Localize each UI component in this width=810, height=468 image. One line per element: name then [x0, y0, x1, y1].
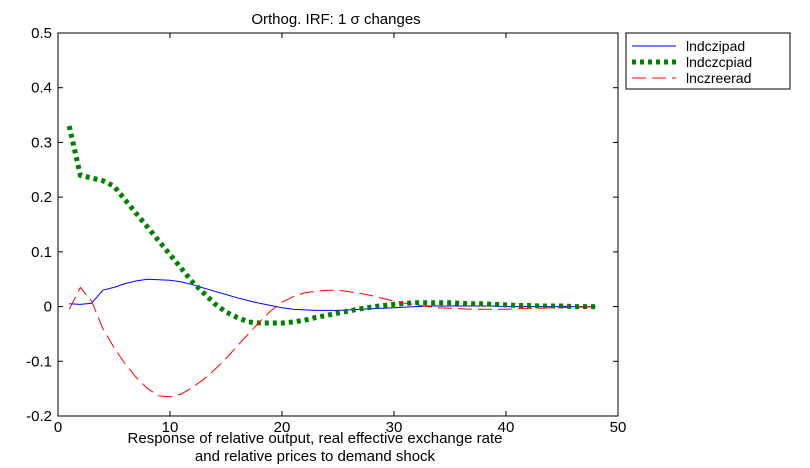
chart-title: Orthog. IRF: 1 σ changes: [251, 11, 420, 28]
y-tick-label: -0.2: [26, 408, 52, 425]
chart-caption-line-1: Response of relative output, real effect…: [128, 430, 503, 447]
x-tick-label: 20: [274, 419, 291, 436]
plot-area: [57, 32, 619, 417]
y-tick-label: -0.1: [26, 353, 52, 370]
series-lines: [66, 125, 596, 398]
legend-label-lndczcpiad: lndczcpiad: [686, 54, 752, 70]
legend-box: [625, 32, 791, 90]
series-line-lnczreerad: [68, 286, 596, 398]
series-line-lndczipad: [69, 278, 596, 311]
y-tick-label: 0.2: [31, 189, 52, 206]
x-tick-label: 10: [162, 419, 179, 436]
legend-label-lnczreerad: lnczreerad: [686, 70, 751, 86]
x-tick-label: 0: [54, 419, 62, 436]
y-tick-label: 0.5: [31, 25, 52, 42]
x-tick-label: 40: [498, 419, 515, 436]
y-tick-label: 0: [44, 299, 52, 316]
x-tick-label: 50: [610, 419, 627, 436]
y-tick-label: 0.3: [31, 134, 52, 151]
chart-caption-line-2: and relative prices to demand shock: [195, 448, 436, 465]
x-tick-label: 30: [386, 419, 403, 436]
y-tick-label: 0.4: [31, 80, 52, 97]
axis-ticks: -0.2 -0.1 0 0.1 0.2 0.3 0.4 0.5 0 10 20 30 40 50: [26, 25, 626, 436]
series-line-lndczcpiad: [66, 125, 596, 326]
legend-label-lndczipad: lndczipad: [686, 38, 745, 54]
y-tick-label: 0.1: [31, 244, 52, 261]
